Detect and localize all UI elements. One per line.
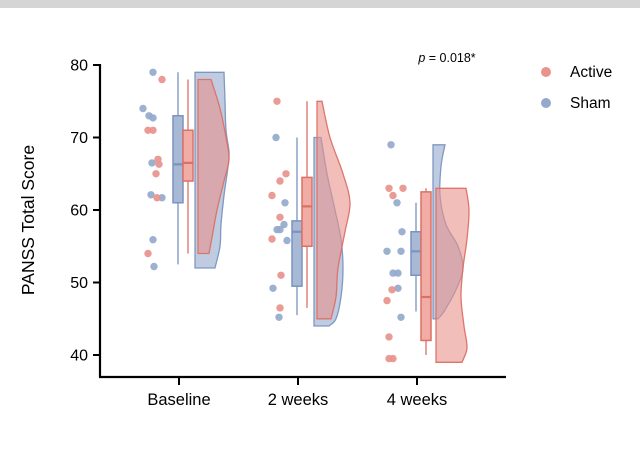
scatter-point-sham bbox=[283, 236, 291, 245]
violin-active-2 bbox=[435, 187, 470, 363]
scatter-point-sham bbox=[269, 284, 277, 292]
scatter-point-active bbox=[276, 304, 284, 312]
scatter-point-sham bbox=[280, 220, 288, 229]
scatter-point-sham bbox=[383, 247, 391, 255]
scatter-point-sham bbox=[393, 199, 401, 207]
scatter-point-sham bbox=[394, 284, 402, 292]
scatter-point-active bbox=[277, 271, 285, 279]
legend-dot-active bbox=[541, 67, 551, 77]
scatter-point-sham bbox=[150, 262, 158, 271]
y-tick-label: 80 bbox=[70, 58, 88, 75]
y-tick-label: 50 bbox=[70, 275, 88, 292]
scatter-point-sham bbox=[148, 159, 156, 167]
scatter-point-sham bbox=[272, 133, 280, 142]
scatter-point-sham bbox=[397, 247, 405, 255]
box-active-0 bbox=[182, 129, 194, 182]
scatter-point-active bbox=[388, 286, 396, 294]
scatter-point-active bbox=[276, 177, 284, 185]
scatter-point-active bbox=[158, 75, 166, 84]
scatter-point-active bbox=[389, 354, 397, 363]
scatter-point-sham bbox=[149, 114, 157, 122]
scatter-point-active bbox=[276, 213, 284, 221]
scatter-point-sham bbox=[275, 313, 283, 321]
scatter-point-active bbox=[153, 194, 161, 202]
scatter-point-active bbox=[385, 184, 393, 192]
box-active-1 bbox=[301, 176, 313, 248]
scatter-point-active bbox=[155, 160, 163, 168]
scatter-point-sham bbox=[147, 191, 155, 199]
legend-label-sham: Sham bbox=[570, 95, 611, 112]
scatter-point-sham bbox=[281, 199, 289, 207]
scatter-point-sham bbox=[397, 313, 405, 321]
box-sham-2 bbox=[410, 231, 422, 276]
scatter-point-sham bbox=[276, 225, 284, 234]
scatter-point-active bbox=[282, 170, 290, 178]
scatter-point-active bbox=[399, 184, 407, 192]
scatter-point-active bbox=[385, 333, 393, 341]
x-tick-label: Baseline bbox=[147, 391, 210, 409]
x-tick-label: 4 weeks bbox=[387, 391, 448, 409]
scatter-point-active bbox=[268, 235, 276, 243]
scatter-point-sham bbox=[139, 104, 147, 113]
scatter-point-active bbox=[389, 191, 397, 200]
p-value-prefix: p bbox=[417, 51, 425, 65]
box-sham-0 bbox=[172, 115, 184, 204]
violin-active-1 bbox=[316, 100, 351, 320]
scatter-point-sham bbox=[387, 141, 395, 149]
scatter-point-sham bbox=[149, 236, 157, 244]
p-value-text: = 0.018* bbox=[425, 51, 476, 65]
violin-active-0 bbox=[197, 78, 230, 255]
scatter-point-active bbox=[149, 126, 157, 134]
p-value-annotation: p = 0.018* bbox=[417, 51, 475, 65]
legend-label-active: Active bbox=[570, 64, 612, 81]
scatter-point-active bbox=[273, 97, 281, 106]
box-sham-1 bbox=[291, 220, 303, 287]
y-tick-label: 70 bbox=[70, 130, 88, 147]
scatter-point-active bbox=[144, 249, 152, 258]
window-top-edge bbox=[0, 0, 640, 8]
scatter-point-sham bbox=[398, 228, 406, 236]
scatter-point-active bbox=[383, 296, 391, 305]
y-tick-label: 60 bbox=[70, 203, 88, 220]
y-tick-label: 40 bbox=[70, 348, 88, 365]
scatter-point-sham bbox=[394, 269, 402, 277]
box-active-2 bbox=[420, 191, 432, 342]
scatter-point-active bbox=[268, 191, 276, 200]
scatter-point-sham bbox=[149, 68, 157, 77]
scatter-point-active bbox=[152, 170, 160, 178]
x-tick-label: 2 weeks bbox=[268, 391, 329, 409]
y-axis-title: PANSS Total Score bbox=[18, 145, 38, 295]
legend-dot-sham bbox=[541, 98, 551, 108]
